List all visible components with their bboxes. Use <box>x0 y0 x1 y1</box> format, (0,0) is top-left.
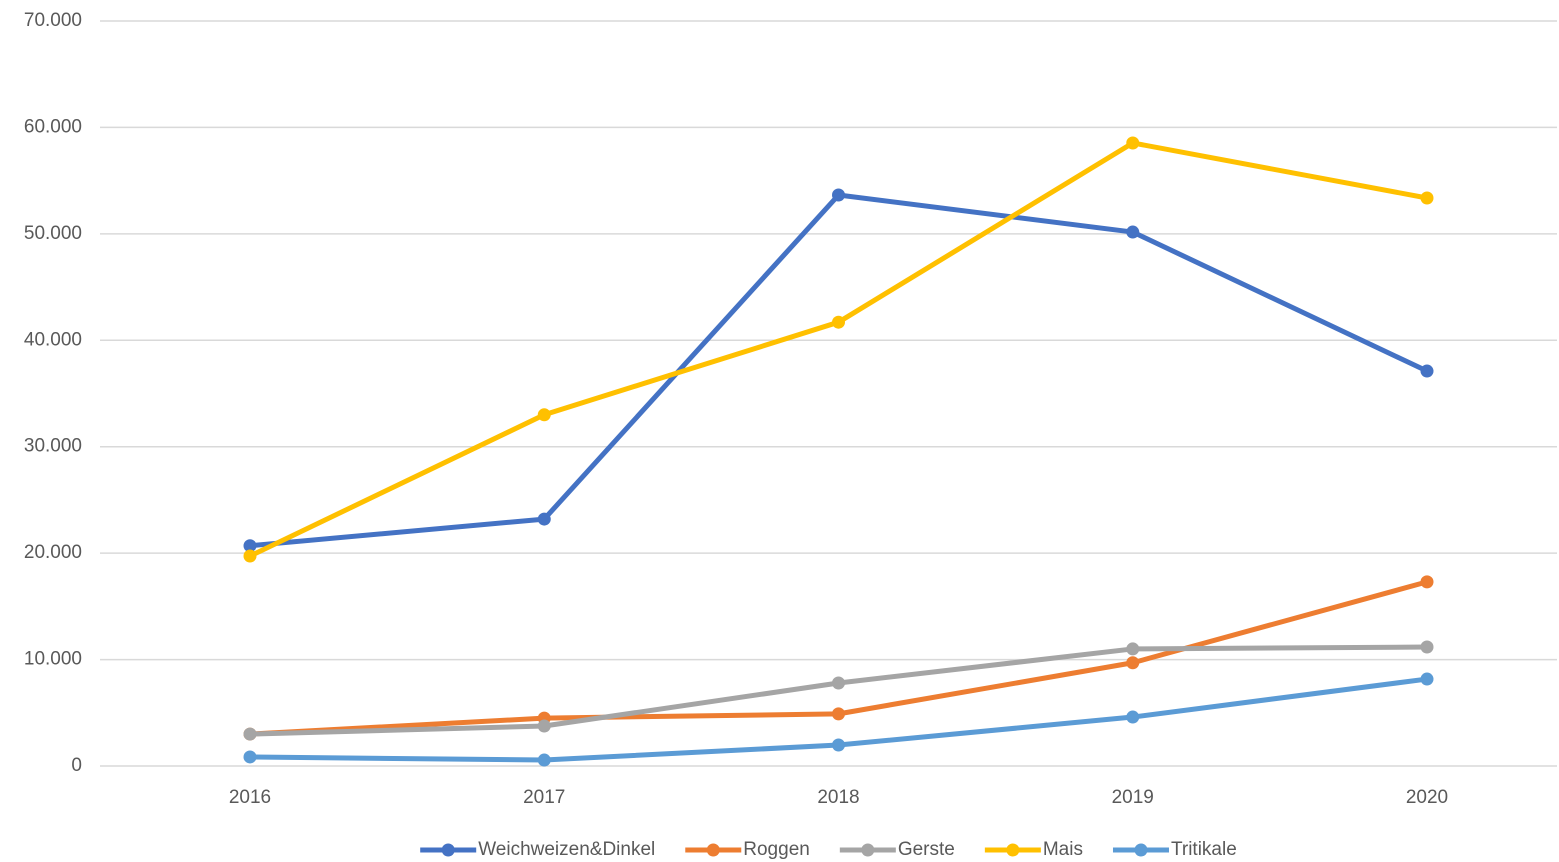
y-tick-label: 60.000 <box>24 116 82 137</box>
legend: Weichweizen&Dinkel Roggen Gerste Mais Tritik… <box>420 839 1237 860</box>
legend-marker <box>441 843 455 857</box>
data-point <box>243 750 257 764</box>
legend-marker <box>1006 843 1020 857</box>
data-point <box>537 719 551 733</box>
x-tick-label: 2019 <box>1112 787 1154 808</box>
x-tick-label: 2018 <box>817 787 859 808</box>
y-tick-label: 40.000 <box>24 329 82 350</box>
legend-label: Tritikale <box>1171 839 1237 860</box>
data-point <box>537 753 551 767</box>
legend-label: Roggen <box>743 839 810 860</box>
data-point <box>243 549 257 563</box>
data-point <box>1126 136 1140 150</box>
data-point <box>832 676 845 690</box>
data-point <box>537 512 551 526</box>
y-tick-label: 10.000 <box>24 649 82 670</box>
y-tick-label: 70.000 <box>24 10 82 31</box>
data-point <box>1126 710 1140 724</box>
legend-label: Weichweizen&Dinkel <box>478 839 655 860</box>
data-point <box>1420 640 1434 654</box>
series-line <box>249 192 1429 549</box>
x-tick-label: 2016 <box>229 787 271 808</box>
data-point <box>832 188 845 202</box>
data-point <box>832 707 845 721</box>
legend-marker <box>1134 843 1148 857</box>
data-point <box>1420 575 1434 589</box>
y-tick-label: 0 <box>71 755 82 776</box>
data-point <box>832 738 845 752</box>
data-point <box>1420 364 1434 378</box>
x-tick-label: 2020 <box>1406 787 1448 808</box>
data-point <box>537 408 551 422</box>
y-tick-label: 30.000 <box>24 436 82 457</box>
data-point <box>1126 225 1140 239</box>
x-tick-label: 2017 <box>523 787 565 808</box>
data-point <box>1420 191 1434 205</box>
legend-marker <box>706 843 720 857</box>
legend-marker <box>861 843 875 857</box>
series-line <box>248 140 1428 559</box>
data-point <box>243 727 257 741</box>
data-point <box>1420 672 1434 686</box>
y-tick-label: 50.000 <box>24 223 82 244</box>
data-point <box>1126 642 1140 656</box>
data-point <box>832 315 845 329</box>
data-point <box>243 539 257 553</box>
y-tick-label: 20.000 <box>24 542 82 563</box>
data-point <box>1126 656 1140 670</box>
legend-label: Mais <box>1043 839 1083 860</box>
legend-label: Gerste <box>898 839 955 860</box>
